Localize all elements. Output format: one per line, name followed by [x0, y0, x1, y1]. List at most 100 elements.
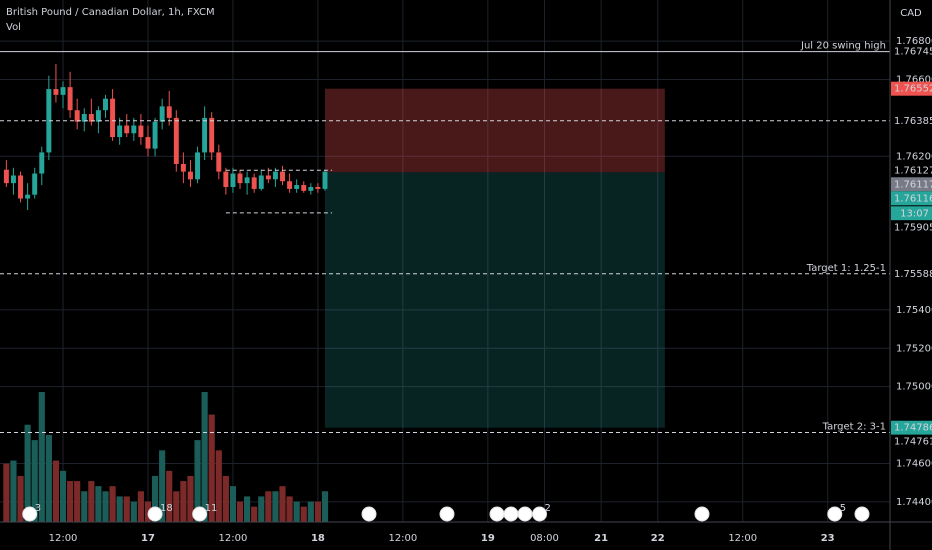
volume-bar [88, 481, 95, 522]
volume-bar [52, 460, 60, 522]
event-count: 2 [545, 503, 551, 514]
countdown-bg [891, 206, 932, 221]
volume-bar [251, 506, 258, 522]
x-tick-label: 12:00 [219, 533, 248, 544]
event-icons [361, 506, 870, 522]
candle-body [230, 173, 236, 187]
candle-body [117, 125, 123, 138]
volume-bar [45, 434, 52, 522]
volume-bar [279, 486, 286, 522]
price-label: 1.76385 [894, 116, 932, 127]
candle-body [124, 125, 130, 134]
level-annotation: Jul 20 swing high [800, 41, 886, 52]
candle-body [60, 87, 66, 95]
volume-bar [10, 460, 17, 522]
volume-bar [286, 496, 293, 522]
y-tick-label: 1.74400 [896, 497, 932, 508]
volume-bar [31, 440, 38, 522]
event-count: 18 [160, 503, 173, 514]
volume-bar [3, 463, 10, 522]
volume-bar [123, 496, 130, 522]
price-label-bg [891, 177, 932, 192]
candle-body [202, 117, 208, 153]
event-icon [439, 506, 455, 522]
candle-body [301, 185, 307, 191]
volume-bar [67, 481, 74, 522]
event-icon [503, 506, 519, 522]
candle-body [251, 177, 257, 189]
event-icon [532, 506, 548, 522]
level-annotation: Target 2: 3-1 [822, 422, 886, 433]
volume-bar [159, 450, 166, 522]
chart-title: British Pound / Canadian Dollar, 1h, FXC… [6, 7, 215, 18]
event-icon [147, 506, 163, 522]
event-count: 3 [35, 503, 41, 514]
volume-bar [38, 392, 45, 522]
volume-bar [293, 501, 300, 522]
x-tick-label: 17 [141, 533, 155, 544]
candle-body [166, 106, 172, 118]
event-icon [517, 506, 533, 522]
volume-bar [130, 501, 137, 522]
price-label-bg [891, 420, 932, 435]
price-label-bg [891, 434, 932, 449]
candle-body [180, 163, 186, 172]
x-tick-label: 12:00 [49, 533, 78, 544]
event-icon [694, 506, 710, 522]
event-icon [361, 506, 377, 522]
volume-bar [102, 491, 109, 522]
volume-bar [59, 470, 67, 522]
price-label: 1.76127 [894, 165, 932, 176]
price-label: 1.75588 [894, 269, 932, 280]
volume-bar [81, 491, 88, 522]
candle-body [322, 171, 328, 189]
price-label: 1.74761 [894, 437, 932, 448]
candle-body [195, 152, 201, 180]
event-count: 11 [205, 503, 218, 514]
volume-bar [180, 481, 187, 522]
candle-body [308, 186, 314, 191]
candle-body [110, 98, 116, 138]
volume-bar [208, 414, 215, 522]
volume-bar [187, 475, 194, 522]
candle-body [3, 169, 9, 184]
volume-bar [321, 491, 329, 522]
volume-bar [244, 496, 251, 522]
candle-body [67, 87, 73, 111]
x-tick-label: 12:00 [388, 533, 417, 544]
y-tick-label: 1.76800 [896, 36, 932, 47]
x-tick-label: 08:00 [530, 533, 559, 544]
volume-bar [137, 491, 144, 522]
volume-bar [307, 501, 314, 522]
candle-body [131, 125, 137, 134]
candle-body [103, 98, 108, 111]
candle-body [294, 185, 300, 189]
candle-body [209, 117, 215, 153]
candle-body [18, 175, 24, 199]
price-label-bg [891, 44, 932, 59]
x-tick-label: 21 [594, 533, 608, 544]
volume-bar [194, 440, 201, 522]
volume-bar [116, 496, 123, 522]
candle-body [159, 106, 165, 122]
event-icon [827, 506, 843, 522]
price-label: 1.76116 [894, 193, 932, 204]
volume-bar [166, 470, 173, 522]
stop-zone [324, 88, 665, 173]
volume-bar [109, 486, 116, 522]
volume-bar [229, 486, 237, 522]
price-label: 1.76745 [894, 47, 932, 58]
candle-body [46, 89, 52, 153]
candle-body [216, 152, 222, 172]
candle-body [265, 175, 271, 180]
event-icon [22, 506, 38, 522]
volume-bar [173, 491, 180, 522]
volume-bar [265, 491, 272, 522]
candle-body [32, 173, 38, 195]
y-tick-label: 1.76200 [896, 151, 932, 162]
volume-bar [300, 506, 307, 522]
price-label-bg [891, 220, 932, 235]
candle-body [187, 171, 193, 180]
